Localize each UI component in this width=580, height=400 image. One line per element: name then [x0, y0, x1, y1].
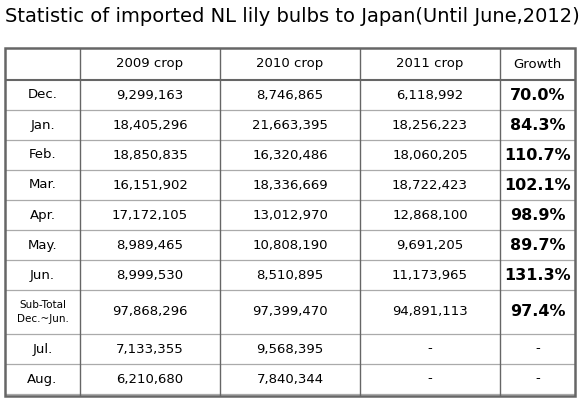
Text: 97,399,470: 97,399,470 [252, 306, 328, 318]
Text: 9,568,395: 9,568,395 [256, 342, 324, 356]
Text: 11,173,965: 11,173,965 [392, 268, 468, 282]
Text: 2009 crop: 2009 crop [117, 58, 183, 70]
Text: 97.4%: 97.4% [510, 304, 566, 320]
Text: 16,320,486: 16,320,486 [252, 148, 328, 162]
Text: 6,210,680: 6,210,680 [117, 372, 183, 386]
Text: Growth: Growth [513, 58, 561, 70]
Text: Statistic of imported NL lily bulbs to Japan(Until June,2012): Statistic of imported NL lily bulbs to J… [5, 7, 580, 26]
Text: 8,746,865: 8,746,865 [256, 88, 324, 102]
Text: Apr.: Apr. [30, 208, 56, 222]
Text: -: - [535, 372, 540, 386]
Text: 17,172,105: 17,172,105 [112, 208, 188, 222]
Text: Aug.: Aug. [27, 372, 57, 386]
Text: 2011 crop: 2011 crop [396, 58, 463, 70]
Text: 94,891,113: 94,891,113 [392, 306, 468, 318]
Text: Jun.: Jun. [30, 268, 55, 282]
Bar [5, 48, 575, 396]
Text: -: - [427, 342, 432, 356]
Text: 18,405,296: 18,405,296 [112, 118, 188, 132]
Text: 13,012,970: 13,012,970 [252, 208, 328, 222]
Text: 2010 crop: 2010 crop [256, 58, 324, 70]
Text: 7,133,355: 7,133,355 [116, 342, 184, 356]
Text: 70.0%: 70.0% [510, 88, 566, 102]
Text: 110.7%: 110.7% [504, 148, 571, 162]
Text: 102.1%: 102.1% [504, 178, 571, 192]
Text: 9,299,163: 9,299,163 [117, 88, 184, 102]
Text: 8,989,465: 8,989,465 [117, 238, 183, 252]
Text: 84.3%: 84.3% [510, 118, 566, 132]
Text: -: - [535, 342, 540, 356]
Text: -: - [427, 372, 432, 386]
Text: 6,118,992: 6,118,992 [396, 88, 463, 102]
Text: 89.7%: 89.7% [510, 238, 566, 252]
Text: 12,868,100: 12,868,100 [392, 208, 468, 222]
Text: Jul.: Jul. [32, 342, 53, 356]
Text: 21,663,395: 21,663,395 [252, 118, 328, 132]
Text: 18,336,669: 18,336,669 [252, 178, 328, 192]
Text: 97,868,296: 97,868,296 [113, 306, 188, 318]
Text: 7,840,344: 7,840,344 [256, 372, 324, 386]
Text: 8,999,530: 8,999,530 [117, 268, 183, 282]
Text: 10,808,190: 10,808,190 [252, 238, 328, 252]
Text: 16,151,902: 16,151,902 [112, 178, 188, 192]
Text: May.: May. [28, 238, 57, 252]
Text: 8,510,895: 8,510,895 [256, 268, 324, 282]
Text: 18,256,223: 18,256,223 [392, 118, 468, 132]
Text: 9,691,205: 9,691,205 [396, 238, 463, 252]
Text: 18,850,835: 18,850,835 [112, 148, 188, 162]
Text: 131.3%: 131.3% [504, 268, 571, 282]
Text: 18,060,205: 18,060,205 [392, 148, 468, 162]
Text: Sub-Total
Dec.~Jun.: Sub-Total Dec.~Jun. [17, 300, 68, 324]
Text: Jan.: Jan. [30, 118, 55, 132]
Text: Feb.: Feb. [28, 148, 56, 162]
Text: Mar.: Mar. [28, 178, 56, 192]
Text: 18,722,423: 18,722,423 [392, 178, 468, 192]
Text: 98.9%: 98.9% [510, 208, 566, 222]
Text: Dec.: Dec. [28, 88, 57, 102]
